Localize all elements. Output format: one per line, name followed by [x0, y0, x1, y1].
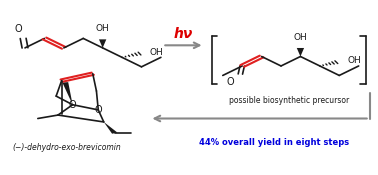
Text: (−)-dehydro-exo-brevicomin: (−)-dehydro-exo-brevicomin [13, 143, 121, 152]
Polygon shape [99, 39, 106, 48]
Text: OH: OH [149, 48, 163, 57]
Polygon shape [62, 82, 73, 105]
Text: O: O [15, 24, 23, 34]
Text: possible biosynthetic precursor: possible biosynthetic precursor [229, 96, 349, 105]
Polygon shape [104, 122, 118, 134]
Text: O: O [94, 105, 102, 115]
Text: hν: hν [174, 27, 193, 41]
Text: O: O [226, 77, 234, 87]
Text: OH: OH [347, 56, 361, 65]
Text: OH: OH [96, 24, 110, 33]
Text: O: O [69, 100, 76, 110]
Polygon shape [297, 48, 304, 57]
Text: OH: OH [294, 33, 307, 42]
Text: 44% overall yield in eight steps: 44% overall yield in eight steps [199, 138, 349, 147]
